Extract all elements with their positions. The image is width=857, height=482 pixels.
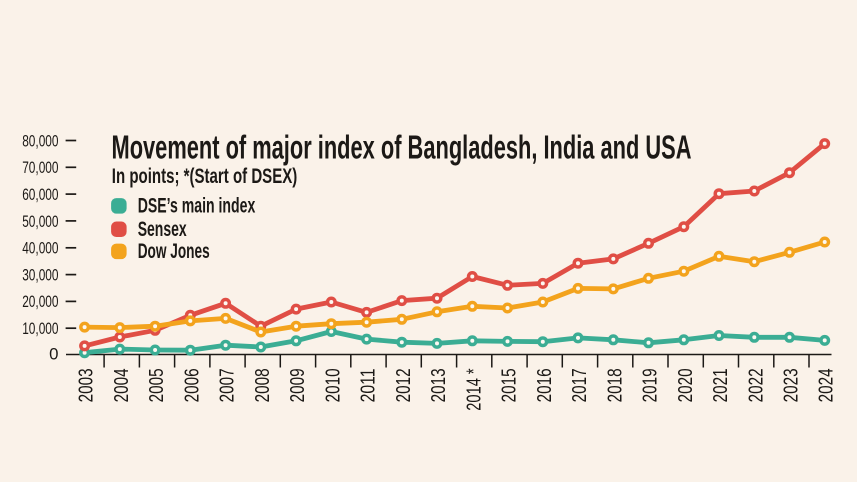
svg-text:2018: 2018 <box>604 368 626 402</box>
svg-text:2017: 2017 <box>569 368 591 402</box>
svg-text:2004: 2004 <box>111 368 133 402</box>
svg-text:10,000: 10,000 <box>22 319 58 338</box>
svg-text:Sensex: Sensex <box>138 218 187 241</box>
svg-text:2008: 2008 <box>252 368 274 402</box>
svg-text:2007: 2007 <box>217 368 239 402</box>
svg-text:40,000: 40,000 <box>22 239 58 258</box>
svg-text:In points; *(Start of DSEX): In points; *(Start of DSEX) <box>112 164 297 188</box>
svg-text:2024: 2024 <box>816 368 838 402</box>
svg-text:2009: 2009 <box>287 368 309 402</box>
svg-text:2012: 2012 <box>393 368 415 402</box>
svg-text:80,000: 80,000 <box>22 131 58 150</box>
svg-text:2006: 2006 <box>181 368 203 402</box>
svg-text:2021: 2021 <box>710 368 732 402</box>
svg-text:2003: 2003 <box>76 368 98 402</box>
svg-text:2023: 2023 <box>781 368 803 402</box>
svg-text:0: 0 <box>49 344 58 363</box>
svg-text:2022: 2022 <box>745 368 767 402</box>
svg-text:70,000: 70,000 <box>22 158 58 177</box>
svg-text:2015: 2015 <box>499 368 521 402</box>
svg-text:60,000: 60,000 <box>22 185 58 204</box>
svg-text:DSE’s main index: DSE’s main index <box>138 195 256 218</box>
svg-text:2014 *: 2014 * <box>463 368 485 410</box>
svg-text:50,000: 50,000 <box>22 212 58 231</box>
svg-text:20,000: 20,000 <box>22 292 58 311</box>
svg-text:2011: 2011 <box>358 368 380 402</box>
svg-text:2019: 2019 <box>640 368 662 402</box>
svg-text:Movement of major index of Ban: Movement of major index of Bangladesh, I… <box>112 129 692 166</box>
svg-text:2016: 2016 <box>534 368 556 402</box>
svg-text:2005: 2005 <box>146 368 168 402</box>
svg-text:2013: 2013 <box>428 368 450 402</box>
svg-text:Dow Jones: Dow Jones <box>138 240 210 263</box>
svg-text:30,000: 30,000 <box>22 265 58 284</box>
svg-text:2010: 2010 <box>322 368 344 402</box>
svg-text:2020: 2020 <box>675 368 697 402</box>
